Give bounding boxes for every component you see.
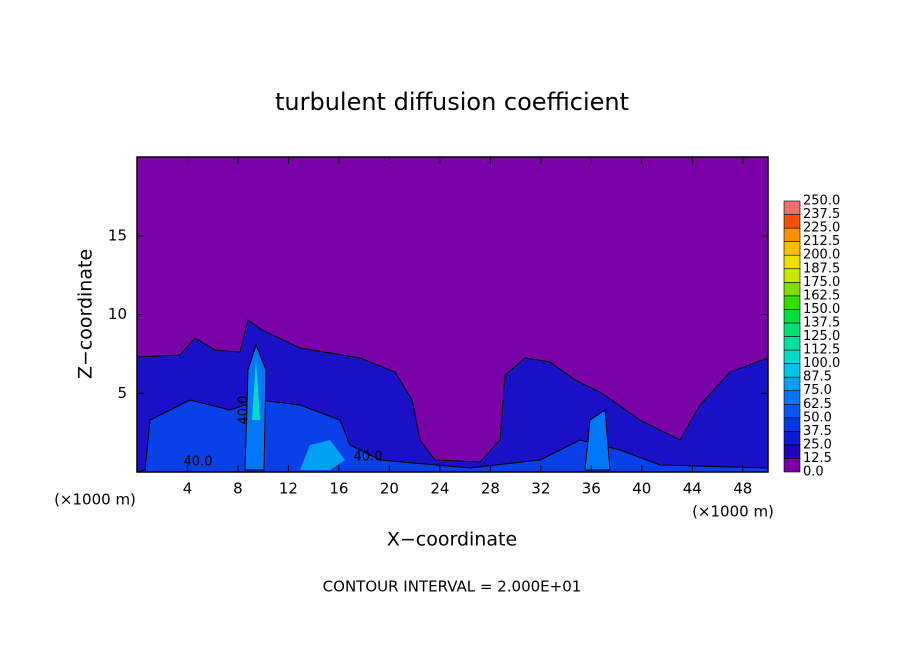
- colorbar-swatch: [783, 444, 801, 459]
- colorbar-swatch: [783, 200, 801, 215]
- x-tick-label: 20: [380, 480, 399, 498]
- contour-label: 40.0: [354, 450, 383, 465]
- colorbar-swatch: [783, 268, 801, 283]
- x-tick-label: 4: [183, 480, 193, 498]
- colorbar-label: 100.0: [803, 356, 840, 371]
- colorbar-label: 237.5: [803, 207, 840, 222]
- x-tick-label: 36: [582, 480, 601, 498]
- chart-title: turbulent diffusion coefficient: [275, 88, 629, 116]
- colorbar-swatch: [783, 376, 801, 391]
- x-tick-label: 32: [531, 480, 550, 498]
- colorbar-swatch: [783, 281, 801, 297]
- colorbar-swatch: [783, 363, 801, 378]
- colorbar-label: 250.0: [803, 194, 840, 209]
- colorbar-swatch: [783, 336, 801, 351]
- colorbar-label: 200.0: [803, 248, 840, 263]
- colorbar-swatch: [783, 417, 801, 432]
- colorbar-label: 112.5: [803, 343, 840, 358]
- colorbar-label: 75.0: [803, 383, 832, 398]
- x-tick-label: 44: [683, 480, 702, 498]
- colorbar-swatch: [783, 349, 801, 364]
- y-tick-label: 15: [108, 226, 127, 244]
- colorbar-swatch: [783, 458, 801, 473]
- colorbar-swatch: [783, 322, 801, 337]
- colorbar-label: 225.0: [803, 221, 840, 236]
- field: [136, 157, 769, 473]
- x-tick-label: 40: [632, 480, 651, 498]
- contour-label: 40.0: [184, 455, 213, 470]
- colorbar-label: 162.5: [803, 288, 840, 303]
- contour-label: 40.0: [237, 396, 252, 425]
- x-unit-label: (×1000 m): [692, 503, 774, 521]
- colorbar-swatch: [783, 254, 801, 270]
- x-tick-label: 16: [329, 480, 348, 498]
- x-tick-label: 28: [481, 480, 500, 498]
- field-region: [300, 440, 345, 470]
- field-region: [584, 409, 611, 471]
- x-tick-label: 24: [430, 480, 449, 498]
- colorbar-label: 150.0: [803, 302, 840, 317]
- colorbar-label: 25.0: [803, 437, 832, 452]
- x-tick-label: 12: [279, 480, 298, 498]
- colorbar-swatch: [783, 227, 801, 242]
- y-tick-label: 10: [108, 305, 127, 323]
- x-tick-label: 8: [233, 480, 243, 498]
- x-unit-label: (×1000 m): [54, 491, 136, 509]
- colorbar-label: 87.5: [803, 370, 832, 385]
- x-axis-label: X−coordinate: [387, 529, 517, 551]
- colorbar-label: 0.0: [803, 465, 824, 480]
- colorbar-label: 212.5: [803, 234, 840, 249]
- y-tick-label: 5: [117, 384, 127, 402]
- colorbar-label: 50.0: [803, 410, 832, 425]
- colorbar-label: 187.5: [803, 261, 840, 276]
- field-region: [252, 360, 260, 420]
- colorbar-swatch: [783, 214, 801, 229]
- colorbar-label: 12.5: [803, 451, 832, 466]
- colorbar-swatch: [783, 295, 801, 310]
- colorbar-label: 175.0: [803, 275, 840, 290]
- colorbar-swatch: [783, 431, 801, 446]
- colorbar-swatch: [783, 241, 801, 256]
- y-axis-label: Z−coordinate: [75, 249, 97, 379]
- colorbar-label: 137.5: [803, 315, 840, 330]
- footer-note: CONTOUR INTERVAL = 2.000E+01: [323, 578, 582, 596]
- colorbar-swatch: [783, 309, 801, 324]
- colorbar-label: 62.5: [803, 397, 832, 412]
- colorbar-swatch: [783, 403, 801, 419]
- colorbar-label: 37.5: [803, 424, 832, 439]
- colorbar-label: 125.0: [803, 329, 840, 344]
- x-tick-label: 48: [733, 480, 752, 498]
- colorbar-swatch: [783, 390, 801, 405]
